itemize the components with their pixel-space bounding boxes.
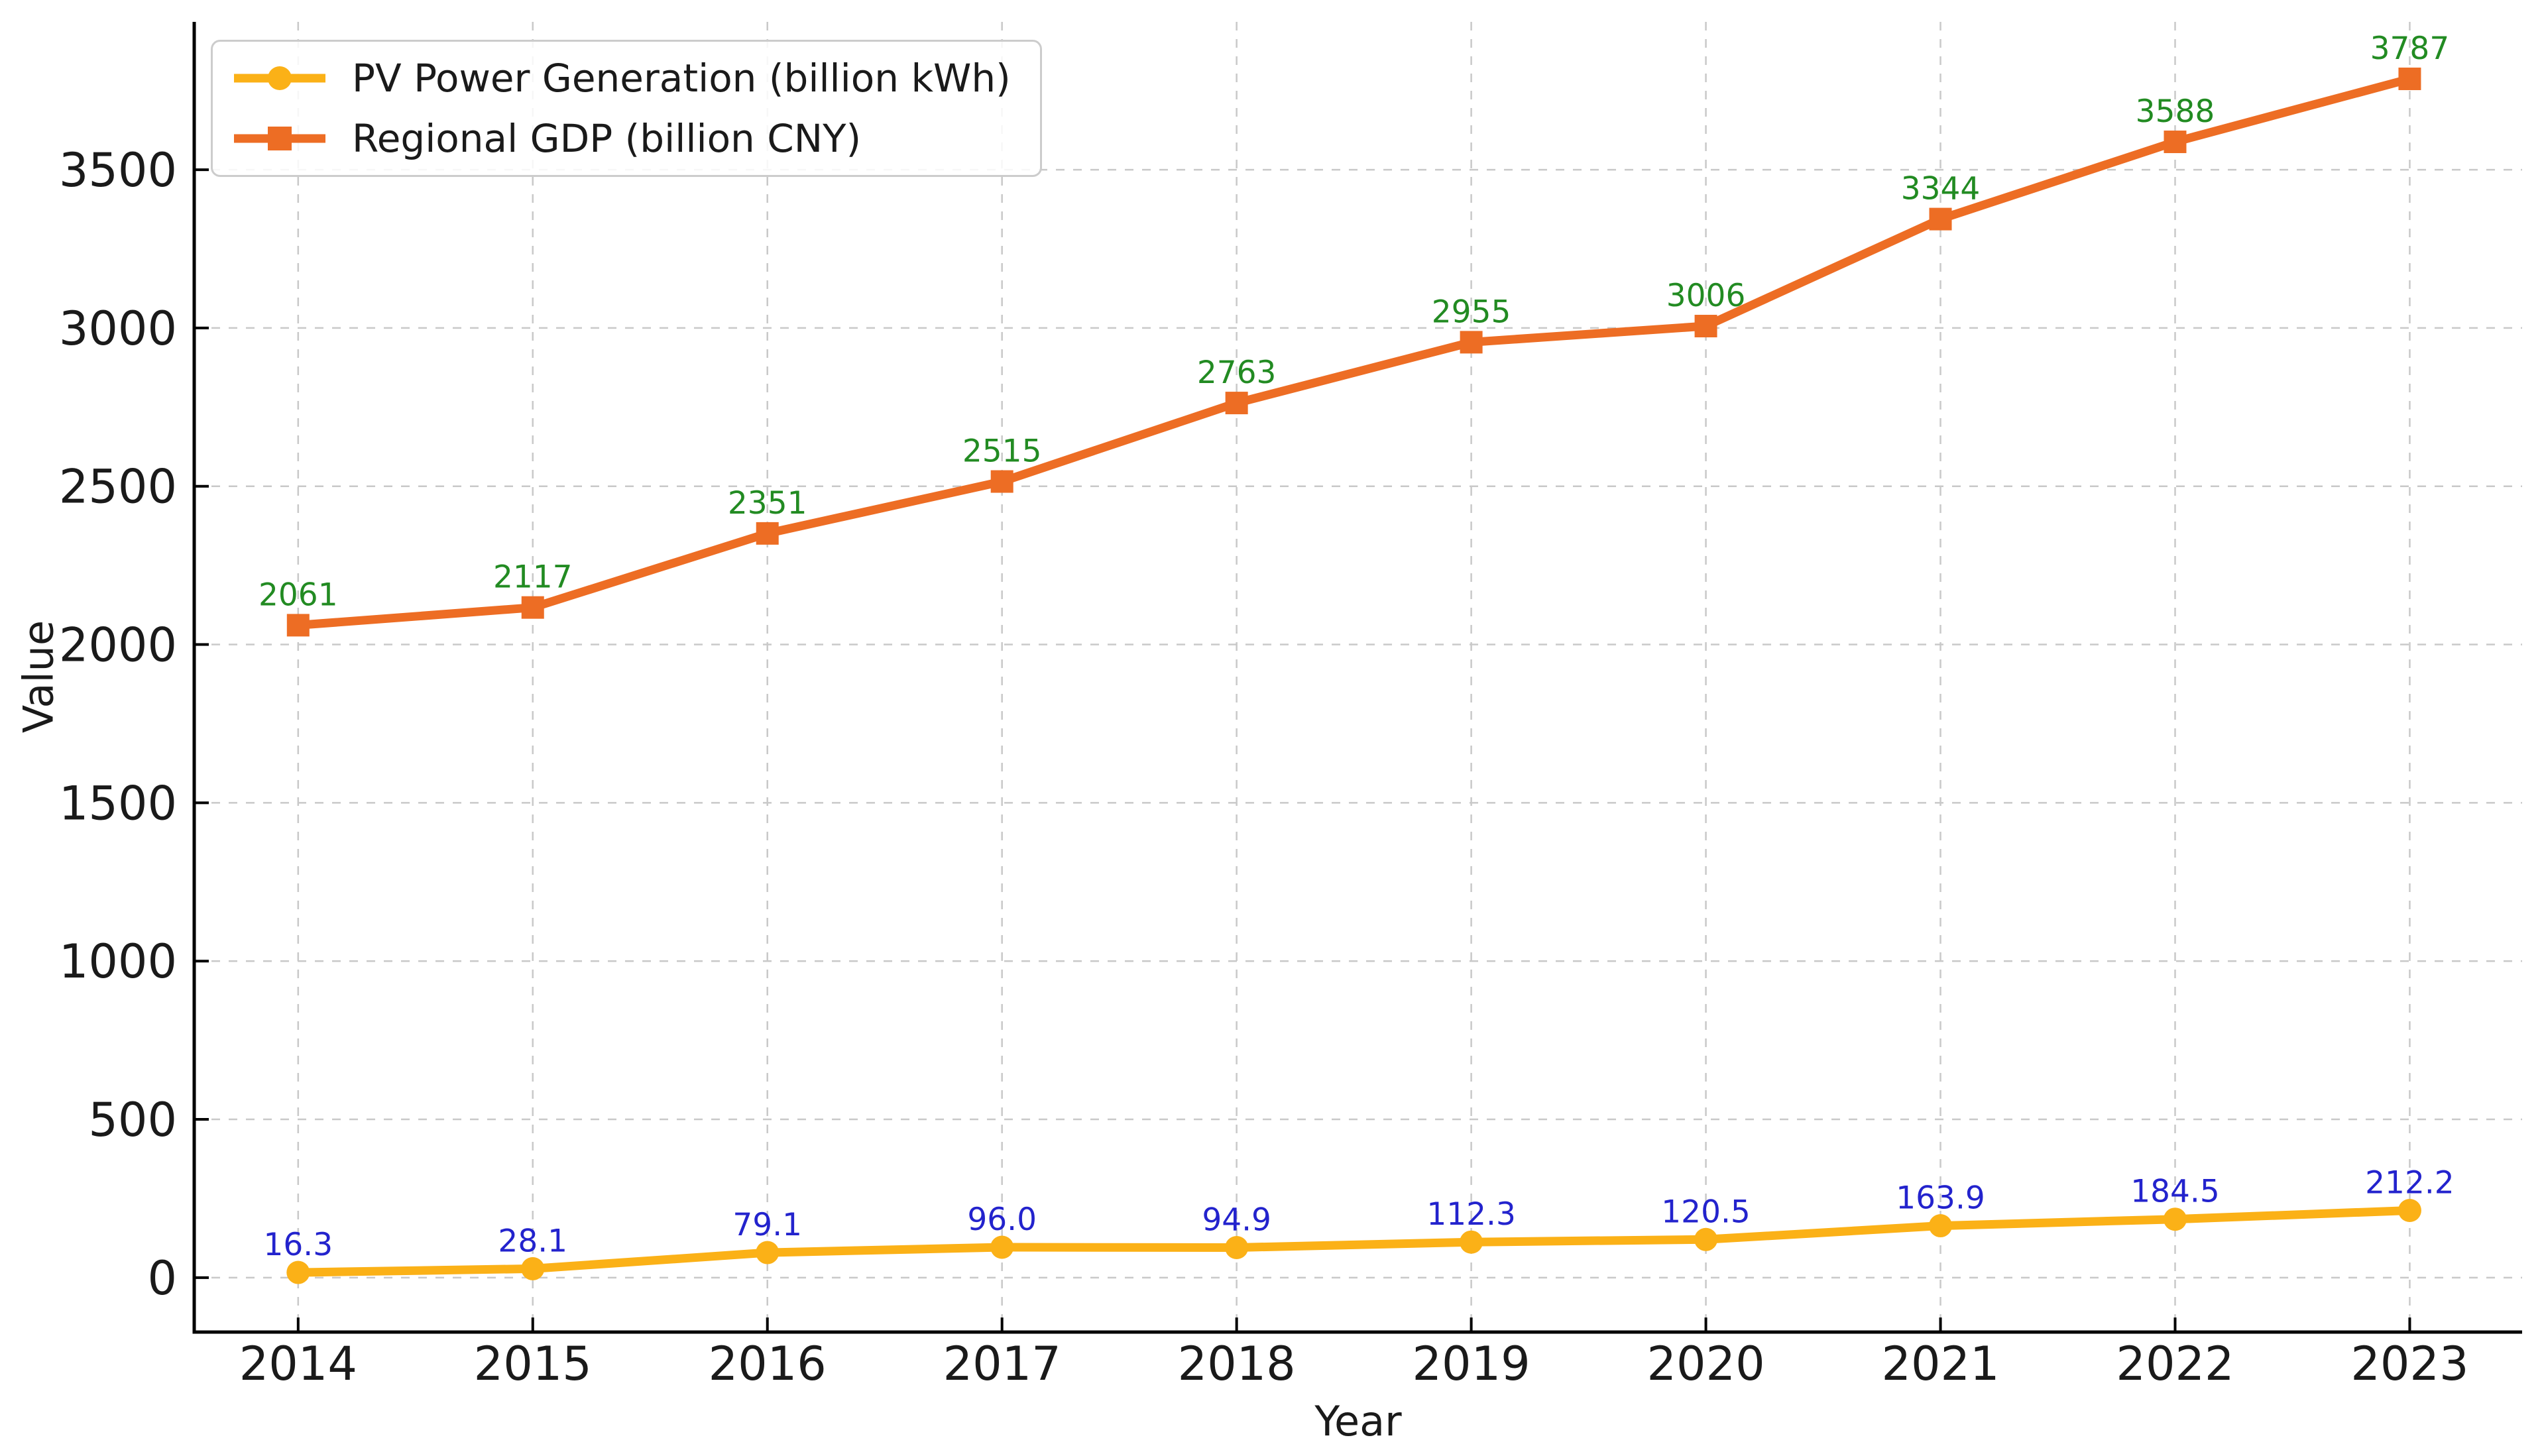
- x-tick-label-2017: 2017: [943, 1337, 1061, 1391]
- x-tick-label-2021: 2021: [1881, 1337, 1999, 1391]
- series-line-pv: [294, 1206, 2414, 1277]
- data-label-pv-2014: 16.3: [263, 1227, 333, 1263]
- annotation-layer: 16.3 28.1 79.1 96.0 94.9 112.3 120.5 163.9 184.5…: [259, 30, 2455, 1263]
- marker-gdp-2019: [1460, 331, 1483, 354]
- data-label-pv-2015: 28.1: [498, 1223, 567, 1259]
- data-label-pv-2019: 112.3: [1426, 1196, 1516, 1233]
- x-tick-label-2015: 2015: [474, 1337, 592, 1391]
- legend-row-gdp: Regional GDP (billion CNY): [230, 115, 1011, 161]
- x-tick-label-2018: 2018: [1178, 1337, 1296, 1391]
- y-tick-label-3000: 3000: [59, 302, 177, 356]
- data-label-gdp-2020: 3006: [1666, 278, 1746, 314]
- marker-pv-2020: [1694, 1227, 1718, 1251]
- marker-gdp-2023: [2398, 67, 2421, 90]
- data-label-gdp-2016: 2351: [728, 485, 807, 522]
- data-label-pv-2021: 163.9: [1896, 1180, 1985, 1217]
- y-tick-label-1000: 1000: [59, 934, 177, 989]
- data-label-pv-2023: 212.2: [2365, 1164, 2455, 1201]
- legend-label-gdp: Regional GDP (billion CNY): [352, 115, 862, 161]
- marker-gdp-2017: [990, 470, 1013, 493]
- marker-pv-2023: [2398, 1198, 2421, 1222]
- marker-pv-2014: [286, 1260, 310, 1284]
- x-tick-label-2020: 2020: [1647, 1337, 1764, 1391]
- tick-label-layer: 2014 2015 2016 2017 2018 2019 2020 2021 2022 2023…: [59, 143, 2469, 1391]
- y-axis-title: Value: [14, 620, 63, 734]
- x-tick-label-2014: 2014: [239, 1337, 357, 1391]
- series-layer: [286, 67, 2421, 1284]
- data-label-pv-2020: 120.5: [1661, 1194, 1751, 1230]
- x-tick-label-2019: 2019: [1413, 1337, 1531, 1391]
- data-label-pv-2017: 96.0: [967, 1202, 1037, 1238]
- marker-pv-2019: [1460, 1230, 1483, 1254]
- marker-gdp-2018: [1225, 392, 1248, 415]
- data-label-pv-2016: 79.1: [732, 1207, 802, 1243]
- legend-label-pv: PV Power Generation (billion kWh): [352, 56, 1011, 101]
- data-label-gdp-2015: 2117: [493, 559, 573, 596]
- legend: PV Power Generation (billion kWh) Region…: [211, 40, 1042, 178]
- data-label-gdp-2022: 3588: [2136, 93, 2215, 130]
- y-tick-label-1500: 1500: [59, 776, 177, 830]
- data-label-gdp-2023: 3787: [2370, 30, 2450, 67]
- legend-swatch-gdp-line-square-icon: [234, 127, 325, 151]
- x-tick-label-2016: 2016: [709, 1337, 827, 1391]
- y-tick-label-2000: 2000: [59, 618, 177, 673]
- marker-pv-2016: [756, 1241, 780, 1264]
- marker-gdp-2015: [521, 596, 544, 619]
- data-label-gdp-2017: 2515: [962, 433, 1042, 470]
- marker-pv-2017: [990, 1235, 1014, 1259]
- y-tick-label-500: 500: [88, 1093, 177, 1147]
- marker-pv-2018: [1225, 1236, 1249, 1260]
- marker-pv-2022: [2163, 1207, 2187, 1231]
- marker-pv-2021: [1929, 1214, 1953, 1238]
- x-axis-title: Year: [1314, 1397, 1402, 1445]
- legend-swatch-pv-line-circle-icon: [234, 66, 325, 91]
- grid-layer: [194, 22, 2522, 1332]
- data-label-gdp-2018: 2763: [1197, 355, 1277, 391]
- series-line-gdp: [294, 74, 2414, 630]
- axis-layer: [192, 22, 2522, 1334]
- y-tick-label-2500: 2500: [59, 460, 177, 514]
- marker-gdp-2016: [756, 522, 779, 545]
- y-tick-label-3500: 3500: [59, 143, 177, 197]
- marker-gdp-2020: [1694, 315, 1717, 338]
- data-label-gdp-2014: 2061: [259, 577, 338, 613]
- data-label-gdp-2021: 3344: [1901, 171, 1981, 207]
- marker-gdp-2022: [2164, 131, 2187, 154]
- x-tick-label-2023: 2023: [2350, 1337, 2468, 1391]
- y-tick-label-0: 0: [147, 1251, 177, 1306]
- legend-row-pv: PV Power Generation (billion kWh): [230, 56, 1011, 101]
- data-label-gdp-2019: 2955: [1432, 294, 1511, 330]
- marker-pv-2015: [521, 1257, 545, 1280]
- marker-gdp-2014: [286, 614, 310, 637]
- x-tick-label-2022: 2022: [2116, 1337, 2234, 1391]
- data-label-pv-2022: 184.5: [2130, 1174, 2220, 1210]
- data-label-pv-2018: 94.9: [1202, 1202, 1271, 1239]
- marker-gdp-2021: [1929, 207, 1952, 231]
